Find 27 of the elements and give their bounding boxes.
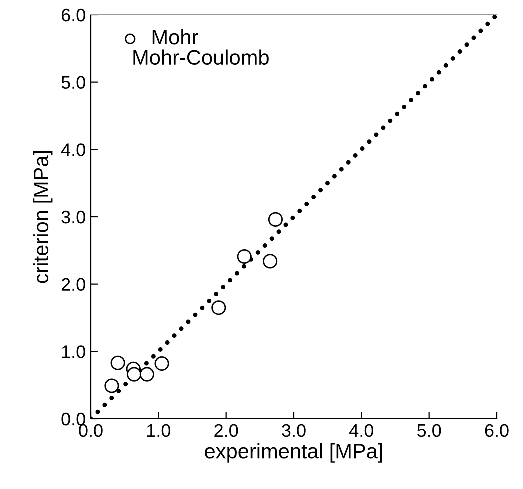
point [212,300,226,316]
point [127,367,142,382]
x-tick-label: 4.0 [350,424,374,438]
x-tick-label: 5.0 [418,424,442,438]
point [110,356,126,370]
y-tick-label: 2.0 [62,278,86,292]
y-tick-label: 3.0 [62,210,86,224]
point [154,356,170,372]
point [237,249,252,264]
y-tick-label: 5.0 [62,76,86,90]
y-axis-title: criterion [MPa] [33,151,53,284]
y-tick-label: 1.0 [62,346,86,358]
x-tick-label: 6.0 [485,424,509,438]
annotation: Mohr-Coulomb [134,50,269,66]
x-axis-title: experimental [MPa] [205,443,382,463]
legend-label: Mohr [152,29,198,45]
point [263,254,278,269]
point [140,367,154,382]
y-tick-label: 0.0 [62,412,86,426]
point [104,378,120,394]
y-tick-label: 6.0 [62,8,86,22]
x-tick-label: 0.0 [79,424,103,438]
x-tick-label: 2.0 [214,424,238,438]
y-tick-label: 4.0 [61,144,86,156]
x-tick-label: 1.0 [147,424,171,438]
x-tick-label: 3.0 [282,424,306,438]
point [268,212,284,227]
